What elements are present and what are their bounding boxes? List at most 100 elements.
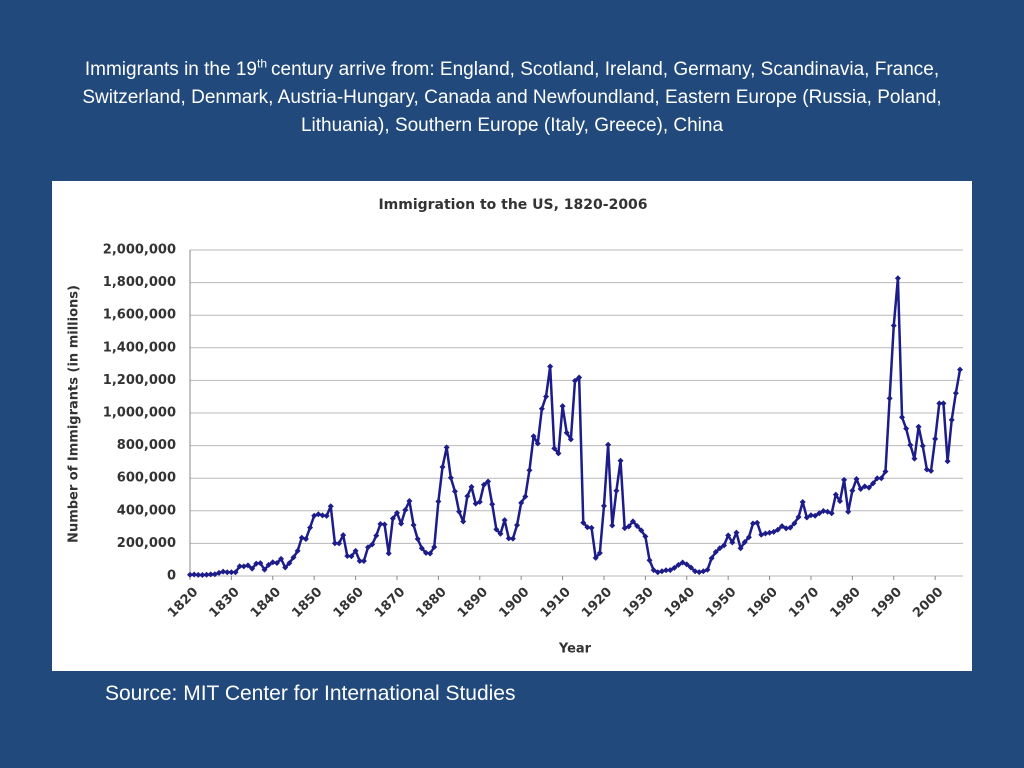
- data-point: [340, 532, 347, 539]
- data-point: [807, 512, 814, 519]
- data-point: [443, 444, 450, 451]
- x-tick-label: 1940: [662, 585, 698, 621]
- data-point: [803, 514, 810, 521]
- chart-panel: Immigration to the US, 1820-2006 Year Nu…: [52, 181, 972, 671]
- data-point: [257, 560, 264, 567]
- data-point: [886, 395, 893, 402]
- data-point: [654, 569, 661, 576]
- data-point: [555, 450, 562, 457]
- data-point: [704, 566, 711, 573]
- data-point: [253, 560, 260, 567]
- data-point: [791, 520, 798, 527]
- data-point: [468, 483, 475, 490]
- data-point: [559, 403, 566, 410]
- data-point: [783, 525, 790, 532]
- data-point: [911, 455, 918, 462]
- data-point: [944, 458, 951, 465]
- data-point: [725, 532, 732, 539]
- data-point: [464, 493, 471, 500]
- data-point: [795, 513, 802, 520]
- data-point: [952, 390, 959, 397]
- data-point: [762, 530, 769, 537]
- y-tick-label: 1,800,000: [103, 275, 176, 290]
- data-point: [638, 527, 645, 534]
- data-point: [290, 554, 297, 561]
- x-tick-label: 1890: [455, 585, 491, 621]
- data-point: [613, 487, 620, 494]
- data-point: [957, 366, 963, 373]
- data-point: [526, 467, 533, 474]
- data-point: [191, 571, 198, 578]
- x-tick-label: 1910: [538, 585, 574, 621]
- x-tick-label: 1840: [248, 585, 284, 621]
- data-point: [787, 524, 794, 531]
- data-point: [940, 400, 947, 407]
- x-tick-label: 1850: [289, 585, 325, 621]
- data-point: [406, 498, 413, 505]
- data-point: [220, 568, 227, 575]
- x-tick-label: 1820: [165, 585, 201, 621]
- data-point: [410, 521, 417, 528]
- data-point: [770, 528, 777, 535]
- data-point: [721, 542, 728, 549]
- data-point: [600, 502, 607, 509]
- data-point: [609, 522, 616, 529]
- x-tick-label: 1960: [745, 585, 781, 621]
- y-tick-label: 800,000: [117, 438, 176, 453]
- y-tick-label: 0: [167, 569, 176, 584]
- data-point: [646, 557, 653, 564]
- data-point: [948, 416, 955, 423]
- data-point: [737, 545, 744, 552]
- data-point: [629, 518, 636, 525]
- data-point: [207, 571, 214, 578]
- x-axis-label: Year: [558, 642, 592, 657]
- data-line: [189, 276, 962, 577]
- x-tick-label: 1990: [869, 585, 905, 621]
- data-point: [903, 425, 910, 432]
- heading-text: century arrive from: England, Scotland, …: [82, 59, 942, 136]
- data-point: [224, 569, 231, 576]
- y-tick-label: 200,000: [117, 536, 176, 551]
- data-point: [460, 518, 467, 525]
- data-point: [327, 503, 334, 510]
- data-point: [435, 498, 442, 505]
- data-point: [708, 555, 715, 562]
- data-point: [232, 569, 239, 576]
- data-point: [596, 550, 603, 557]
- data-point: [356, 558, 363, 565]
- data-point: [932, 435, 939, 442]
- data-point: [828, 510, 835, 517]
- data-point: [228, 569, 235, 576]
- data-point: [634, 522, 641, 529]
- data-point: [687, 564, 694, 571]
- x-tick-label: 2000: [910, 585, 946, 621]
- data-point: [580, 519, 587, 526]
- data-point: [352, 547, 359, 554]
- data-point: [658, 568, 665, 575]
- data-point: [203, 571, 210, 578]
- data-point: [199, 572, 206, 579]
- data-point: [882, 468, 889, 475]
- x-tick-label: 1860: [331, 585, 367, 621]
- y-axis-label: Number of Immigrants (in millions): [67, 285, 82, 543]
- data-point: [530, 433, 537, 440]
- data-point: [195, 571, 202, 578]
- data-point: [522, 493, 529, 500]
- data-point: [261, 566, 268, 573]
- data-point: [928, 467, 935, 474]
- data-point: [878, 475, 885, 482]
- data-point: [919, 442, 926, 449]
- x-tick-label: 1970: [786, 585, 822, 621]
- data-point: [414, 535, 421, 542]
- y-tick-label: 600,000: [117, 471, 176, 486]
- data-point: [671, 564, 678, 571]
- data-point: [845, 508, 852, 515]
- x-tick-label: 1980: [827, 585, 863, 621]
- data-point: [567, 436, 574, 443]
- data-point: [427, 550, 434, 557]
- data-point: [745, 534, 752, 541]
- data-point: [816, 510, 823, 517]
- data-point: [625, 523, 632, 530]
- data-point: [344, 552, 351, 559]
